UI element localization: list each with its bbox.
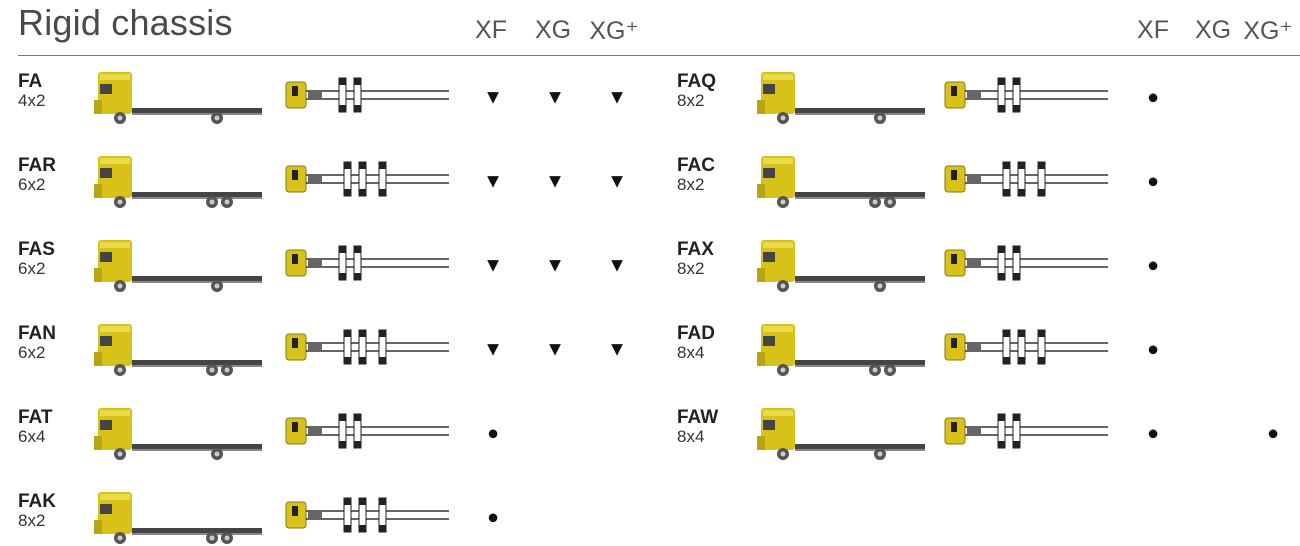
availability-mark: ● [1266,422,1280,445]
availability-mark: ▼ [607,254,627,277]
truck-side-view [94,492,262,544]
availability-mark: ▼ [607,86,627,109]
availability-mark: ▼ [545,254,565,277]
axle-configuration: 6x2 [18,175,46,194]
truck-top-view [944,413,1108,449]
truck-top-view [285,245,449,281]
truck-side-view [94,72,262,124]
model-code: FAQ [677,71,717,92]
availability-mark: ● [1146,338,1160,361]
truck-side-view [94,156,262,208]
availability-mark: ▼ [545,86,565,109]
truck-side-view [757,72,925,124]
truck-side-view [94,240,262,292]
model-code: FAN [18,323,56,344]
availability-mark: ▼ [545,170,565,193]
availability-mark: ● [1146,86,1160,109]
model-code: FAK [18,491,56,512]
column-header: XG⁺ [1243,17,1293,45]
axle-configuration: 8x4 [677,343,705,362]
axle-configuration: 8x2 [18,511,46,530]
model-code: FAD [677,323,715,344]
availability-mark: ▼ [483,338,503,361]
availability-mark: ▼ [607,338,627,361]
header-rule [18,55,1300,56]
truck-side-view [757,324,925,376]
column-header: XG⁺ [589,17,639,45]
availability-mark: ▼ [483,86,503,109]
availability-mark: ▼ [545,338,565,361]
axle-configuration: 8x2 [677,259,705,278]
truck-top-view [944,161,1108,197]
truck-top-view [944,329,1108,365]
truck-top-view [285,413,449,449]
model-code: FAC [677,155,715,176]
availability-mark: ● [1146,422,1160,445]
axle-configuration: 8x4 [677,427,705,446]
model-code: FA [18,71,43,92]
column-header: XG [1194,16,1232,44]
axle-configuration: 6x4 [18,427,46,446]
column-header: XF [1137,16,1169,44]
availability-mark: ● [1146,170,1160,193]
axle-configuration: 4x2 [18,91,46,110]
model-code: FAS [18,239,55,260]
availability-mark: ▼ [607,170,627,193]
truck-side-view [94,408,262,460]
model-code: FAT [18,407,53,428]
truck-side-view [757,240,925,292]
axle-configuration: 8x2 [677,175,705,194]
axle-configuration: 8x2 [677,91,705,110]
model-code: FAW [677,407,719,428]
truck-top-view [944,245,1108,281]
truck-top-view [285,329,449,365]
truck-top-view [285,77,449,113]
truck-side-view [757,156,925,208]
truck-top-view [285,497,449,533]
availability-mark: ▼ [483,170,503,193]
title: Rigid chassis [18,2,233,43]
truck-top-view [944,77,1108,113]
availability-mark: ● [486,422,500,445]
axle-configuration: 6x2 [18,259,46,278]
availability-mark: ● [1146,254,1160,277]
availability-mark: ▼ [483,254,503,277]
column-header: XF [475,16,507,44]
model-code: FAR [18,155,56,176]
model-code: FAX [677,239,714,260]
truck-side-view [757,408,925,460]
truck-side-view [94,324,262,376]
truck-top-view [285,161,449,197]
availability-mark: ● [486,506,500,529]
axle-configuration: 6x2 [18,343,46,362]
column-header: XG [534,16,572,44]
